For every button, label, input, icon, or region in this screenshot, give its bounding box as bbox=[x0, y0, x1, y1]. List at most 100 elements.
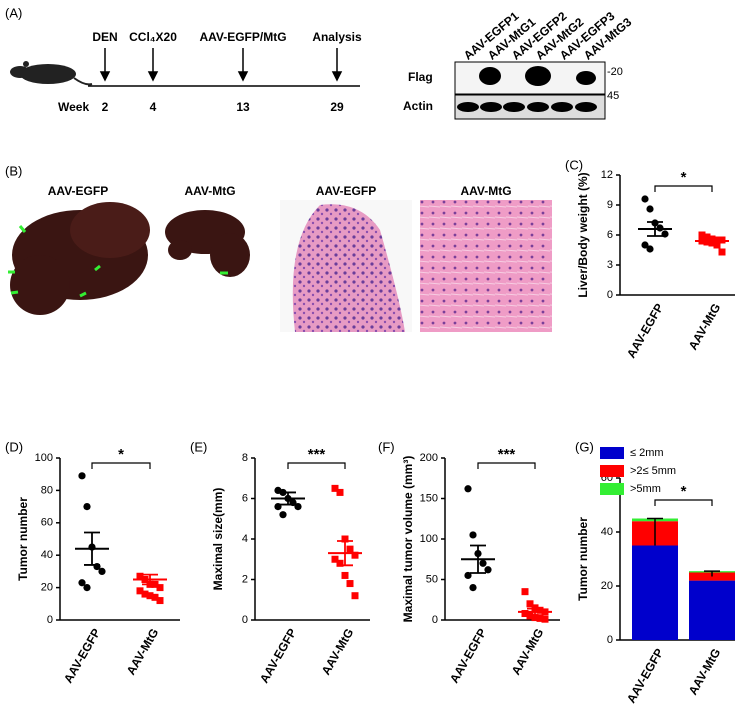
y-axis-label: Maximal tumor volume (mm³) bbox=[401, 456, 415, 623]
week: 29 bbox=[330, 100, 344, 114]
significance-bracket bbox=[477, 462, 536, 469]
data-point bbox=[294, 503, 302, 511]
x-tick-label: AAV-MtG bbox=[686, 301, 724, 352]
event-label: AAV-EGFP/MtG bbox=[199, 30, 286, 44]
error-bar bbox=[647, 517, 663, 546]
x-tick-label: AAV-MtG bbox=[124, 626, 162, 677]
data-point bbox=[341, 535, 349, 543]
y-tick-label: 8 bbox=[242, 452, 248, 464]
data-point bbox=[346, 580, 354, 588]
data-point bbox=[156, 597, 164, 605]
y-tick-label: 2 bbox=[242, 573, 248, 585]
legend-swatch bbox=[600, 483, 624, 495]
significance: *** bbox=[308, 446, 326, 463]
data-point bbox=[336, 559, 344, 567]
panel-label: (C) bbox=[565, 157, 583, 172]
y-tick-label: 150 bbox=[420, 492, 438, 504]
data-point bbox=[274, 503, 282, 511]
y-tick-label: 0 bbox=[432, 614, 438, 626]
x-tick-label: AAV-MtG bbox=[319, 626, 357, 677]
data-point bbox=[331, 555, 339, 563]
panel-label: (E) bbox=[190, 439, 207, 454]
image-title: AAV-EGFP bbox=[48, 184, 108, 198]
significance: *** bbox=[498, 446, 516, 463]
data-point bbox=[536, 614, 544, 622]
y-tick-label: 0 bbox=[607, 289, 613, 301]
data-point bbox=[78, 472, 86, 480]
data-point bbox=[698, 231, 706, 239]
data-point bbox=[521, 588, 529, 596]
data-point bbox=[646, 245, 654, 253]
y-tick-label: 200 bbox=[420, 452, 438, 464]
y-tick-label: 40 bbox=[41, 549, 53, 561]
histology-image bbox=[292, 204, 405, 332]
data-point bbox=[526, 600, 534, 608]
data-point bbox=[351, 551, 359, 559]
panel-label: (B) bbox=[5, 163, 22, 178]
data-point bbox=[464, 571, 472, 580]
legend-swatch bbox=[600, 447, 624, 459]
data-point bbox=[346, 545, 354, 553]
data-point bbox=[541, 615, 549, 623]
y-tick-label: 6 bbox=[242, 492, 248, 504]
event-label: CCl₄X20 bbox=[129, 30, 177, 44]
histology-image bbox=[420, 200, 552, 332]
event-label: Analysis bbox=[312, 30, 362, 44]
image-title: AAV-MtG bbox=[460, 184, 511, 198]
mouse-icon bbox=[10, 61, 93, 86]
data-point bbox=[703, 233, 711, 241]
y-tick-label: 100 bbox=[420, 533, 438, 545]
mw-marker: 45 bbox=[607, 90, 619, 102]
x-tick-label: AAV-MtG bbox=[509, 626, 547, 677]
x-tick-label: AAV-EGFP bbox=[447, 626, 489, 685]
y-tick-label: 80 bbox=[41, 484, 53, 496]
data-point bbox=[83, 503, 91, 511]
y-tick-label: 6 bbox=[607, 229, 613, 241]
timeline-arrows bbox=[99, 48, 343, 82]
legend-label: >2≤ 5mm bbox=[630, 465, 676, 477]
significance: * bbox=[118, 446, 124, 463]
event-label: DEN bbox=[92, 30, 117, 44]
y-tick-label: 100 bbox=[35, 452, 53, 464]
sem-bar bbox=[84, 531, 100, 566]
week: 4 bbox=[150, 100, 157, 114]
data-point bbox=[341, 571, 349, 579]
y-axis-label: Liver/Body weight (%) bbox=[576, 172, 590, 297]
sem-bar bbox=[704, 238, 720, 244]
y-tick-label: 40 bbox=[601, 526, 613, 538]
data-point bbox=[136, 587, 144, 595]
significance: * bbox=[681, 483, 687, 500]
y-axis-label: Maximal size(mm) bbox=[211, 488, 225, 591]
panel-label: (D) bbox=[5, 439, 23, 454]
data-point bbox=[469, 531, 477, 539]
y-tick-label: 60 bbox=[41, 517, 53, 529]
bar-segment bbox=[689, 580, 735, 640]
data-point bbox=[536, 606, 544, 614]
sem-bar bbox=[470, 544, 486, 574]
significance-bracket bbox=[287, 462, 346, 469]
sem-bar bbox=[647, 221, 663, 237]
data-point bbox=[78, 579, 86, 587]
panel-label: (G) bbox=[575, 439, 594, 454]
x-tick-label: AAV-EGFP bbox=[624, 301, 666, 360]
data-point bbox=[469, 584, 477, 592]
y-tick-label: 4 bbox=[242, 533, 248, 545]
y-axis-label: Tumor number bbox=[16, 497, 30, 581]
y-tick-label: 50 bbox=[426, 573, 438, 585]
bar-segment bbox=[632, 545, 678, 640]
y-tick-label: 3 bbox=[607, 259, 613, 271]
legend-label: >5mm bbox=[630, 483, 661, 495]
data-point bbox=[146, 592, 154, 600]
data-point bbox=[521, 610, 529, 618]
data-point bbox=[331, 484, 339, 492]
y-tick-label: 0 bbox=[47, 614, 53, 626]
y-tick-label: 12 bbox=[601, 169, 613, 181]
error-bar bbox=[704, 570, 720, 577]
week-label: Week bbox=[58, 100, 89, 114]
week: 13 bbox=[236, 100, 250, 114]
y-tick-label: 0 bbox=[607, 634, 613, 646]
data-point bbox=[661, 230, 669, 238]
data-point bbox=[98, 567, 106, 576]
panel-label: (A) bbox=[5, 5, 22, 20]
